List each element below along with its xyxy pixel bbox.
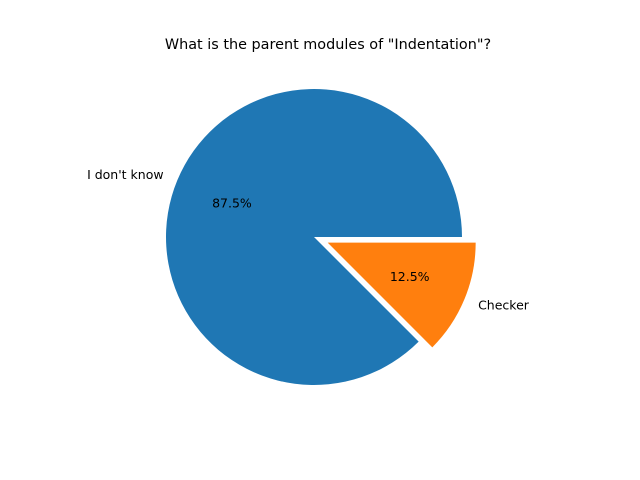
slice-label-checker: Checker bbox=[478, 297, 530, 312]
chart-title: What is the parent modules of "Indentati… bbox=[165, 37, 491, 53]
slice-label-i-don-t-know: I don't know bbox=[87, 167, 164, 182]
pie-labels: I don't know 87.5% Checker 12.5% bbox=[87, 167, 530, 312]
pie-slice-i-don-t-know bbox=[166, 89, 463, 385]
slice-percent-checker: 12.5% bbox=[390, 269, 430, 284]
slice-percent-i-don-t-know: 87.5% bbox=[212, 196, 252, 211]
pie-slice-checker bbox=[327, 242, 476, 348]
pie-slices bbox=[166, 89, 476, 385]
